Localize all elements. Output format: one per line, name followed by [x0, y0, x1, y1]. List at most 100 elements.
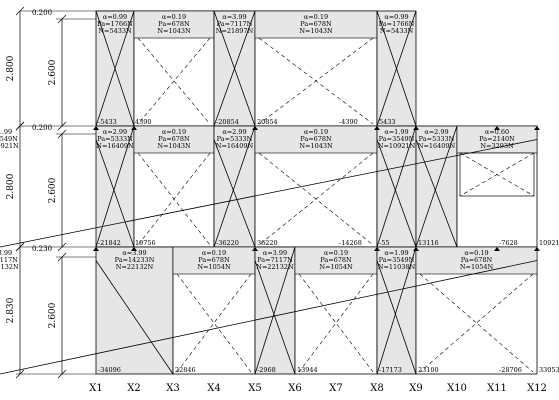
clear-height-dimension: 2.600	[48, 59, 58, 85]
panel-pa-label: Pa=14233N	[115, 256, 155, 264]
wall-diagonal	[213, 125, 256, 248]
story-height-dimension: 2.830	[6, 297, 16, 323]
wall-diagonal	[95, 139, 135, 248]
panel-alpha-label: α=2.99	[103, 128, 127, 136]
wall-diagonal	[376, 260, 417, 375]
axis-arrow-mark	[534, 247, 540, 251]
beam-depth-dimension: 0.200	[32, 124, 52, 132]
brace-line	[419, 273, 534, 373]
node-force-value: 19756	[135, 239, 156, 247]
beam-band	[254, 125, 378, 154]
panel-pa-label: Pa=7117N	[257, 256, 293, 264]
node-force-value: -21842	[98, 239, 121, 247]
node-force-value: 4390	[135, 118, 152, 126]
wall-diagonal	[254, 260, 296, 375]
beam-band	[133, 125, 215, 154]
axis-arrow-mark	[93, 247, 99, 251]
panel-n-label: N=22132N	[0, 263, 19, 271]
panel-alpha-label: α=0.99	[384, 13, 408, 21]
panel-n-label: N=21897N	[216, 27, 254, 35]
beam-band	[172, 246, 256, 275]
wall-diagonal	[254, 246, 296, 375]
panel-alpha-label: α=1.99	[384, 249, 408, 257]
panel-n-label: N=22132N	[116, 263, 154, 271]
axis-label: X11	[487, 383, 507, 394]
panel-pa-label: Pa=678N	[158, 20, 190, 28]
panel-n-label: N=10921N	[378, 142, 416, 150]
axis-label: X6	[288, 383, 301, 394]
brace-line	[258, 37, 374, 125]
clear-height-dimension: 2.600	[48, 302, 58, 328]
panel-n-label: N=16409N	[96, 142, 134, 150]
axis-label: X5	[248, 383, 261, 394]
panel-pa-label: Pa=1766N	[97, 20, 133, 28]
panel-n-label: N=16409N	[216, 142, 254, 150]
panel-alpha-label: α=0.60	[485, 128, 509, 136]
axis-label: X2	[127, 383, 140, 394]
panel-n-label: N=1043N	[299, 142, 333, 150]
node-force-value: 13944	[297, 366, 318, 374]
brace-line	[137, 37, 211, 125]
axis-arrow-mark	[534, 126, 540, 130]
axis-label: X9	[409, 383, 422, 394]
panel-pa-label: Pa=678N	[158, 135, 190, 143]
wall-diagonal	[376, 10, 417, 127]
axis-arrow-mark	[252, 247, 258, 251]
panel-pa-label: Pa=3549N	[379, 256, 415, 264]
beam-band	[133, 10, 215, 39]
axis-arrow-mark	[413, 126, 419, 130]
axis-label: X3	[166, 383, 179, 394]
panel-pa-label: Pa=2140N	[479, 135, 515, 143]
node-force-value: 5433	[379, 118, 396, 126]
axis-label: X1	[89, 383, 102, 394]
panel-alpha-label: α=3.99	[263, 249, 287, 257]
node-force-value: 13116	[418, 239, 439, 247]
brace-line	[137, 152, 211, 246]
panel-pa-label: Pa=3549N	[0, 135, 18, 143]
wall-diagonal	[213, 10, 256, 127]
panel-alpha-label: α=0.19	[304, 13, 328, 21]
node-force-value: -34096	[98, 366, 121, 374]
axis-arrow-mark	[374, 247, 380, 251]
node-force-value: -28706	[499, 366, 522, 374]
wall-diagonal	[213, 139, 256, 248]
panel-n-label: N=16409N	[418, 142, 456, 150]
beam-band	[415, 246, 538, 275]
brace-line	[419, 273, 534, 373]
axis-label: X4	[207, 383, 220, 394]
panel-n-label: N=1054N	[319, 263, 353, 271]
node-force-value: 33053	[539, 366, 559, 374]
panel-n-label: N=1054N	[197, 263, 231, 271]
panel-pa-label: Pa=5333N	[217, 135, 253, 143]
node-force-value: 10921	[539, 239, 559, 247]
panel-alpha-label: α=1.99	[384, 128, 408, 136]
node-force-value: -4390	[339, 118, 358, 126]
panel-n-label: N=1043N	[157, 27, 191, 35]
panel-alpha-label: α=0.19	[162, 128, 186, 136]
panel-alpha-label: α=3.99	[122, 249, 146, 257]
wall-diagonal	[0, 139, 538, 248]
panel-pa-label: Pa=5333N	[419, 135, 455, 143]
axis-label: X10	[447, 383, 467, 394]
beam-depth-dimension: 0.230	[32, 245, 52, 253]
node-force-value: 23100	[418, 366, 439, 374]
node-force-value: -2968	[257, 366, 276, 374]
wall-diagonal	[415, 139, 458, 248]
panel-pa-label: Pa=678N	[461, 256, 493, 264]
panel-alpha-label: α=0.99	[103, 13, 127, 21]
panel-pa-label: Pa=7117N	[0, 256, 18, 264]
panel-n-label: N=10921N	[0, 142, 19, 150]
clear-height-dimension: 2.600	[48, 177, 58, 203]
axis-arrow-mark	[93, 126, 99, 130]
wall-diagonal	[0, 260, 538, 375]
panel-pa-label: Pa=3549N	[379, 135, 415, 143]
beam-depth-dimension: 0.200	[32, 9, 52, 17]
story-height-dimension: 2.800	[6, 173, 16, 199]
brace-line	[258, 152, 374, 246]
wall-diagonal	[376, 125, 417, 248]
wall-diagonal	[95, 260, 174, 375]
node-force-value: -7628	[499, 239, 518, 247]
node-force-value: -55	[379, 239, 389, 247]
